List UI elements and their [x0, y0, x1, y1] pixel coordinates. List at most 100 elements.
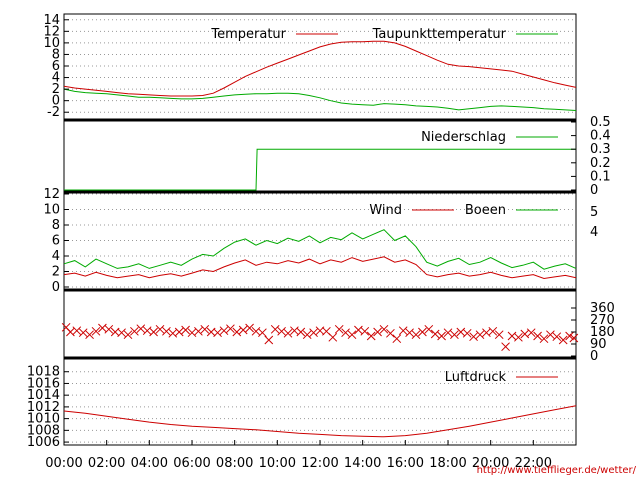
- y-tick-label: 14: [43, 13, 60, 28]
- y-tick-label: 1014: [27, 388, 60, 403]
- wind-direction-point: [565, 331, 574, 341]
- x-tick-label: 22:00: [515, 456, 552, 471]
- y-tick-label: 1006: [27, 435, 60, 450]
- y-tick-label: 360: [590, 301, 615, 316]
- chart-legends: Temperatur Taupunkttemperatur Niederschlag…: [210, 27, 558, 385]
- wind-direction-point: [398, 326, 408, 336]
- y-tick-label: 4: [590, 225, 598, 240]
- series-line-boeen: [63, 229, 577, 270]
- wind-direction-point: [347, 330, 357, 340]
- y-tick-label: 1012: [27, 400, 60, 415]
- legend-label: Wind: [369, 203, 402, 218]
- y-tick-label: 12: [43, 187, 60, 202]
- y-tick-label: 1018: [27, 365, 60, 380]
- wind-direction-point: [533, 331, 542, 341]
- y-tick-label: 0.3: [590, 142, 611, 157]
- wind-direction-point: [194, 326, 203, 336]
- y-tick-label: 1010: [27, 412, 60, 427]
- wind-direction-point: [360, 326, 370, 336]
- wind-direction-point: [283, 328, 293, 338]
- y-tick-label: 1008: [27, 423, 60, 438]
- wind-direction-point: [450, 330, 459, 340]
- wind-direction-point: [117, 328, 126, 338]
- wind-direction-point: [277, 326, 286, 336]
- y-tick-label: 8: [52, 218, 60, 233]
- wind-direction-point: [569, 333, 579, 343]
- x-tick-label: 00:00: [45, 456, 82, 471]
- wind-direction-point: [136, 324, 146, 334]
- wind-direction-point: [296, 327, 306, 337]
- wind-direction-point: [443, 328, 453, 338]
- wind-direction-point: [392, 334, 402, 344]
- wind-direction-point: [238, 325, 248, 335]
- y-tick-label: -2: [47, 105, 60, 120]
- y-tick-label: 0.4: [590, 129, 611, 144]
- y-tick-label: 0: [590, 183, 598, 198]
- y-tick-label: 0: [590, 349, 598, 364]
- x-tick-label: 10:00: [259, 456, 296, 471]
- y-tick-label: 0: [52, 94, 60, 109]
- wind-direction-point: [85, 330, 94, 340]
- wind-direction-point: [494, 330, 504, 340]
- y-tick-label: 10: [43, 36, 60, 51]
- y-tick-label: 6: [52, 234, 60, 249]
- wind-direction-point: [514, 332, 523, 342]
- credit-link[interactable]: http://www.tiefflieger.de/wetter/: [477, 465, 637, 476]
- wind-direction-point: [411, 330, 421, 340]
- y-tick-label: 12: [43, 24, 60, 39]
- wind-direction-point: [373, 327, 382, 337]
- wind-direction-point: [123, 330, 133, 340]
- x-tick-label: 12:00: [301, 456, 338, 471]
- wind-direction-point: [526, 328, 536, 338]
- y-tick-label: 4: [52, 249, 60, 264]
- chart-ticks: -20246810121400.10.20.30.40.502468101245…: [27, 13, 615, 471]
- y-tick-label: 10: [43, 203, 60, 218]
- wind-direction-point: [341, 328, 350, 338]
- wind-direction-point: [219, 326, 229, 336]
- y-tick-label: 2: [52, 265, 60, 280]
- wind-direction-point: [309, 328, 318, 338]
- legend-label: Boeen: [465, 203, 506, 218]
- wind-direction-point: [334, 324, 344, 334]
- panel-frames: [63, 13, 577, 446]
- x-tick-label: 16:00: [387, 456, 424, 471]
- y-tick-label: 270: [590, 313, 615, 328]
- wind-direction-point: [462, 328, 472, 338]
- y-tick-label: 1016: [27, 376, 60, 391]
- y-tick-label: 8: [52, 47, 60, 62]
- wind-direction-point: [213, 328, 222, 338]
- wind-direction-point: [386, 328, 395, 338]
- x-tick-label: 20:00: [472, 456, 509, 471]
- wind-direction-point: [130, 326, 139, 336]
- series-line-niederschlag: [64, 148, 576, 191]
- y-tick-label: 180: [590, 325, 615, 340]
- wind-direction-point: [302, 330, 312, 340]
- wind-direction-point: [405, 328, 414, 338]
- wind-direction-point: [469, 332, 478, 342]
- y-tick-label: 0.5: [590, 115, 611, 130]
- wind-direction-point: [366, 331, 376, 341]
- wind-direction-point: [149, 327, 158, 337]
- wind-direction-point: [200, 324, 210, 334]
- wind-direction-point: [72, 326, 82, 336]
- wind-direction-point: [558, 335, 568, 345]
- legend-label: Luftdruck: [445, 370, 507, 385]
- wind-direction-point: [379, 324, 389, 334]
- wind-direction-point: [552, 332, 562, 342]
- wind-direction-point: [174, 327, 184, 337]
- series-line-temperatur: [63, 40, 577, 97]
- series-line-taupunkttemperatur: [63, 88, 577, 111]
- x-tick-label: 04:00: [131, 456, 168, 471]
- wind-direction-point: [430, 329, 440, 339]
- x-tick-label: 14:00: [344, 456, 381, 471]
- x-tick-label: 02:00: [88, 456, 125, 471]
- wind-direction-point: [488, 326, 498, 336]
- wind-direction-point: [162, 326, 171, 336]
- y-tick-label: 90: [590, 337, 607, 352]
- wind-direction-point: [258, 328, 267, 338]
- series-line-wind: [63, 256, 577, 280]
- y-tick-label: 0.2: [590, 156, 611, 171]
- y-tick-label: 6: [52, 59, 60, 74]
- wind-direction-point: [270, 324, 280, 334]
